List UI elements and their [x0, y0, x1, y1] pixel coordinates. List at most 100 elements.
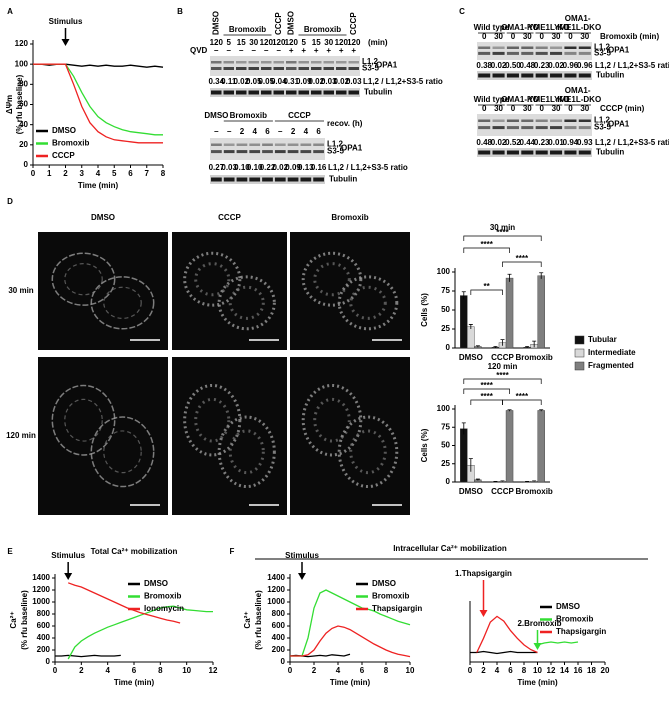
y-tick-label: 50 — [441, 305, 450, 314]
cell — [228, 429, 265, 475]
error-bar — [539, 272, 544, 279]
protein-label: OPA1 — [608, 46, 630, 55]
arrow-head — [479, 610, 488, 617]
group-label: YME1L-KO — [528, 23, 569, 32]
error-bar — [525, 346, 530, 348]
error-bar — [461, 422, 466, 435]
y-tick-label: 400 — [37, 633, 51, 642]
band — [550, 150, 563, 155]
band — [313, 150, 324, 154]
micrograph — [290, 357, 410, 515]
band — [521, 126, 534, 130]
row-label: CCCP (min) — [600, 104, 645, 113]
lane-label: 30 — [523, 32, 532, 41]
error-bar — [532, 480, 537, 482]
legend-label: Thapsigargin — [556, 627, 606, 636]
x-tick-label: 5 — [112, 169, 117, 178]
band — [336, 61, 347, 64]
y-tick-label: 0 — [281, 657, 286, 666]
significance-label: **** — [496, 228, 509, 237]
legend-label: Bromoxib — [556, 615, 593, 624]
micrograph — [172, 357, 287, 515]
band — [274, 150, 286, 154]
ratio-label: 0.05 — [246, 77, 262, 86]
significance-label: **** — [516, 392, 529, 401]
band — [323, 67, 334, 70]
band — [492, 119, 505, 122]
band — [578, 150, 591, 155]
band — [578, 51, 591, 55]
ratio-label: 0.09 — [296, 77, 312, 86]
band — [300, 150, 312, 154]
cell — [349, 429, 387, 475]
x-tick-label: 18 — [587, 666, 596, 675]
lane-label: 30 — [324, 38, 333, 47]
band-label: S3-5 — [362, 64, 379, 73]
x-tick-label: 12 — [547, 666, 556, 675]
x-tick-label: 10 — [182, 666, 191, 675]
lane-label: 30 — [494, 104, 503, 113]
x-tick-label: 1 — [47, 169, 52, 178]
band — [236, 61, 247, 64]
y-axis-label: (% rfu baseline) — [20, 590, 29, 650]
y-tick-label: 1400 — [267, 573, 285, 582]
ratio-label: 0.16 — [311, 163, 327, 172]
y-tick-label: 100 — [437, 404, 451, 413]
ratio-label: 0.02 — [548, 61, 564, 70]
group-label: YME1L-KO — [528, 95, 569, 104]
band — [550, 46, 563, 49]
y-tick-label: 100 — [15, 59, 29, 68]
lane-label: – — [239, 46, 244, 55]
legend-label: Bromoxib — [52, 139, 89, 148]
band — [223, 143, 235, 146]
column-label: Bromoxib — [331, 213, 368, 222]
lane-label: 120 — [272, 38, 286, 47]
ratio-label: 0.34 — [208, 77, 224, 86]
series-line — [470, 650, 538, 655]
significance-label: **** — [496, 371, 509, 380]
band — [348, 67, 359, 70]
cell — [103, 430, 142, 474]
band — [521, 73, 534, 78]
row-label: (min) — [368, 38, 388, 47]
band — [236, 177, 248, 182]
series-line — [67, 605, 213, 660]
group-label: DMSO — [286, 11, 295, 35]
band — [211, 67, 222, 70]
lane-label: 30 — [523, 104, 532, 113]
x-tick-label: 6 — [128, 169, 133, 178]
error-bar — [507, 273, 512, 282]
x-tick-label: 2 — [79, 666, 84, 675]
band — [521, 119, 534, 122]
arrow-head — [64, 573, 73, 580]
ratio-label: 0.03 — [321, 77, 337, 86]
legend-label: Bromoxib — [144, 592, 181, 601]
band — [249, 177, 261, 182]
y-tick-label: 0 — [46, 657, 51, 666]
ratio-label: 0.05 — [258, 77, 274, 86]
band — [211, 150, 222, 154]
lane-label: 15 — [237, 38, 246, 47]
row-label: QVD — [190, 46, 208, 55]
x-tick-label: 6 — [360, 666, 365, 675]
x-tick-label: 4 — [336, 666, 341, 675]
bar — [505, 277, 514, 349]
band — [287, 150, 299, 154]
band — [564, 150, 577, 155]
band — [298, 90, 309, 95]
group-label: Wild type — [474, 95, 510, 104]
panel-letter: E — [7, 547, 13, 556]
y-axis-label: (% rfu baseline) — [254, 590, 263, 650]
band — [223, 177, 235, 182]
lane-label: 0 — [511, 104, 516, 113]
significance-label: **** — [480, 392, 493, 401]
band-label: L1,2 — [362, 57, 379, 66]
ratio-label: 0.13 — [298, 163, 314, 172]
cell — [194, 397, 231, 443]
lane-label: 0 — [539, 32, 544, 41]
error-bar — [539, 409, 544, 412]
band — [535, 73, 548, 78]
lane-label: – — [214, 46, 219, 55]
x-tick-label: DMSO — [459, 487, 483, 496]
band — [323, 90, 334, 95]
